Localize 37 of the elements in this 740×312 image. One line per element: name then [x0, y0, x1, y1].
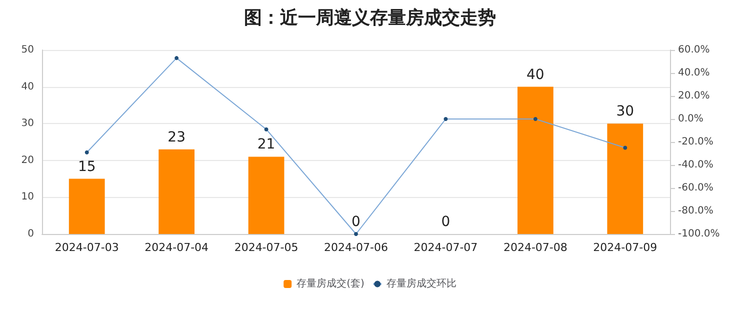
y2-tick-label: -20.0% [678, 136, 714, 148]
y2-tick-label: 20.0% [678, 90, 710, 102]
data-label: 40 [526, 66, 544, 83]
x-tick-label: 2024-07-03 [54, 241, 119, 254]
y-tick-label: 40 [21, 81, 34, 92]
bar [158, 149, 195, 234]
y2-tick-label: 60.0% [678, 44, 710, 56]
y-tick-label: 30 [21, 118, 34, 130]
x-tick-label: 2024-07-08 [503, 241, 568, 254]
data-label: 15 [78, 158, 96, 175]
x-tick-label: 2024-07-06 [324, 241, 388, 254]
data-label: 30 [616, 104, 634, 120]
y2-tick-label: -40.0% [678, 160, 714, 170]
x-tick-label: 2024-07-04 [144, 241, 209, 254]
bar [248, 156, 284, 234]
data-label: 0 [352, 214, 360, 230]
bar [517, 86, 554, 234]
y2-tick-label: 0.0% [678, 114, 704, 124]
legend-label: 存量房成交(套) [296, 278, 364, 290]
bar [607, 124, 644, 234]
y-tick-label: 0 [28, 228, 34, 240]
data-label: 0 [441, 214, 450, 230]
bar [68, 178, 105, 234]
y-tick-label: 20 [21, 154, 34, 166]
y-tick-label: 50 [21, 44, 34, 56]
y-tick-label: 10 [21, 192, 34, 203]
x-tick-label: 2024-07-07 [414, 241, 478, 254]
data-label: 21 [257, 136, 276, 153]
x-tick-label: 2024-07-05 [234, 241, 298, 254]
data-label: 23 [168, 129, 186, 146]
chart-title: 图：近一周遵义存量房成交走势 [244, 8, 496, 28]
y2-tick-label: -60.0% [678, 182, 714, 194]
y2-tick-label: -100.0% [678, 228, 720, 240]
y2-tick-label: 40.0% [678, 68, 710, 78]
y2-tick-label: -80.0% [678, 206, 714, 216]
legend-label: 存量房成交环比 [386, 278, 456, 290]
x-tick-label: 2024-07-09 [593, 241, 658, 254]
